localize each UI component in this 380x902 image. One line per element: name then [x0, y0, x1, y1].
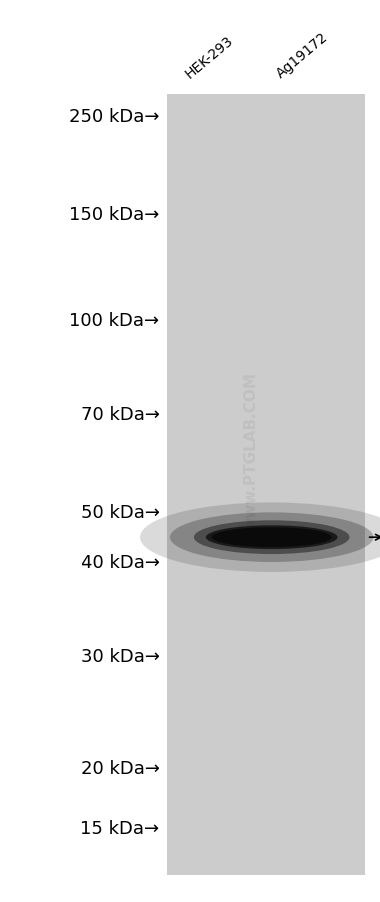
Text: 150 kDa→: 150 kDa→ [69, 206, 160, 224]
Ellipse shape [212, 528, 331, 548]
Text: 40 kDa→: 40 kDa→ [81, 554, 160, 572]
Ellipse shape [140, 503, 380, 572]
Text: 50 kDa→: 50 kDa→ [81, 503, 160, 521]
Text: 20 kDa→: 20 kDa→ [81, 759, 160, 778]
Ellipse shape [170, 512, 374, 563]
Text: 250 kDa→: 250 kDa→ [69, 108, 160, 126]
Ellipse shape [194, 520, 350, 555]
Ellipse shape [206, 526, 337, 549]
Bar [167, 95, 365, 875]
Text: Ag19172: Ag19172 [274, 31, 331, 81]
Text: www.PTGLAB.COM: www.PTGLAB.COM [243, 372, 258, 530]
Text: 70 kDa→: 70 kDa→ [81, 406, 160, 424]
Text: 100 kDa→: 100 kDa→ [70, 311, 160, 329]
Text: 15 kDa→: 15 kDa→ [81, 819, 160, 837]
Text: 30 kDa→: 30 kDa→ [81, 648, 160, 666]
Text: HEK-293: HEK-293 [183, 33, 236, 81]
